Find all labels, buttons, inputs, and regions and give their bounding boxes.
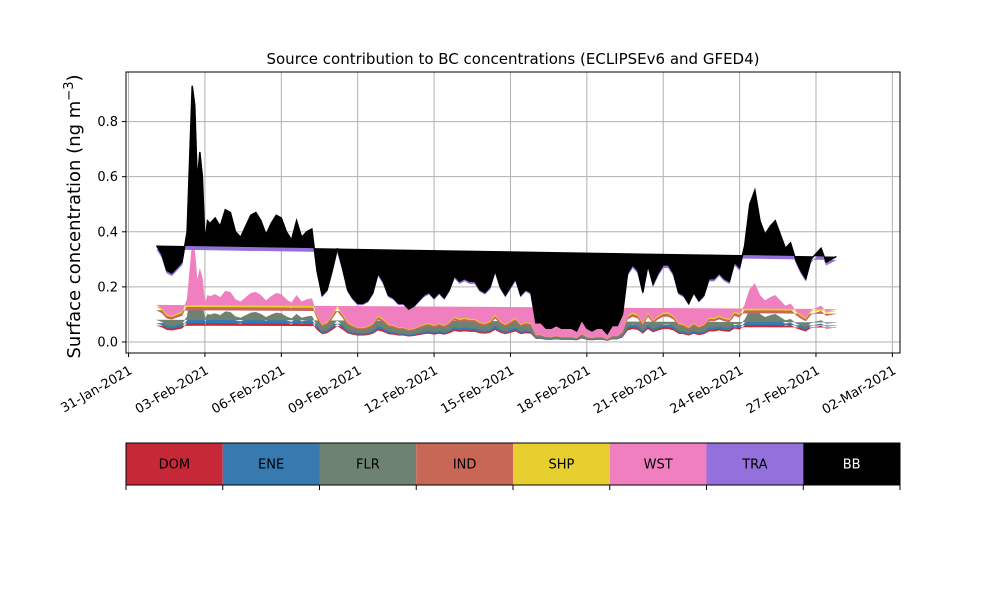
x-tick-label: 15-Feb-2021	[438, 363, 517, 417]
legend-label-flr: FLR	[356, 458, 380, 473]
x-tick-label: 31-Jan-2021	[59, 363, 136, 416]
area-flr	[156, 282, 837, 341]
legend-swatch-ene	[222, 443, 320, 485]
x-tick-label: 18-Feb-2021	[515, 363, 594, 417]
legend-label-ene: ENE	[258, 458, 284, 473]
legend-swatch-dom	[126, 443, 223, 485]
axes-frame	[125, 71, 901, 354]
x-tick-label: 02-Mar-2021	[820, 363, 899, 417]
x-tick-label: 06-Feb-2021	[209, 363, 288, 417]
y-tick-label: 0.2	[97, 280, 118, 295]
x-tick-label: 24-Feb-2021	[668, 363, 747, 417]
legend-label-dom: DOM	[159, 458, 190, 473]
x-tick-label: 12-Feb-2021	[362, 363, 441, 417]
legend-swatch-tra	[706, 443, 804, 485]
y-tick-label: 0.6	[97, 170, 118, 185]
area-wst	[156, 243, 837, 340]
chart-title: Source contribution to BC concentrations…	[266, 50, 759, 68]
y-axis-label: Surface concentration (ng m−3)	[62, 75, 85, 359]
legend-swatch-wst	[609, 443, 707, 485]
legend-swatch-ind	[416, 443, 513, 485]
legend-swatch-flr	[319, 443, 417, 485]
legend-label-bb: BB	[843, 458, 861, 473]
x-tick-label: 09-Feb-2021	[286, 363, 365, 417]
plot-area: 0.0 0.2 0.4 0.6 0.8 31-Jan-202103-Feb-202106-…	[59, 50, 901, 418]
y-tick-label: 0.4	[97, 225, 118, 240]
area-bb	[155, 85, 837, 335]
x-tick-label: 03-Feb-2021	[133, 363, 212, 417]
legend-swatch-shp	[513, 443, 610, 485]
x-tick-label: 27-Feb-2021	[744, 363, 823, 417]
y-tick-label: 0.0	[97, 335, 118, 350]
legend-label-ind: IND	[453, 458, 477, 473]
y-tick-label: 0.8	[97, 115, 118, 130]
legend-label-shp: SHP	[548, 458, 574, 473]
x-tick-label: 21-Feb-2021	[591, 363, 670, 417]
legend-swatch-bb	[803, 443, 900, 485]
legend-label-wst: WST	[644, 458, 673, 473]
legend: DOM ENE FLR IND SHP WST TRA BB	[125, 442, 901, 490]
legend-label-tra: TRA	[741, 458, 767, 473]
